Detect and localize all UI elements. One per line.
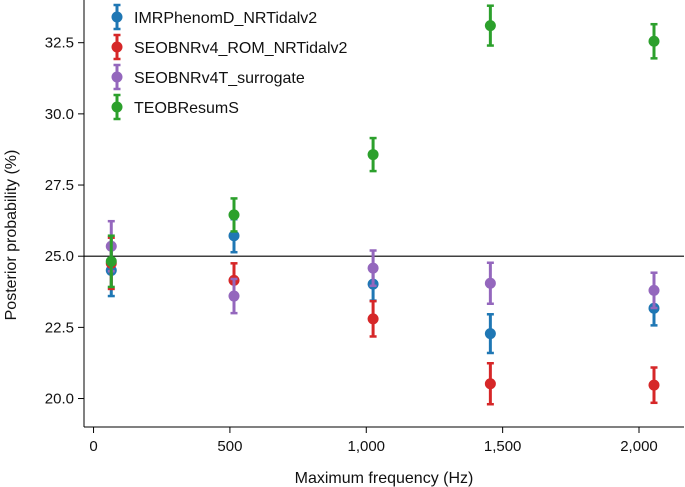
data-point xyxy=(484,20,496,32)
y-tick-label: 22.5 xyxy=(45,319,74,336)
legend-marker xyxy=(111,41,123,53)
legend-label: IMRPhenomD_NRTidalv2 xyxy=(134,10,317,27)
x-tick-label: 1,500 xyxy=(484,438,522,455)
data-point xyxy=(228,209,240,221)
legend-entry: SEOBNRv4T_surrogate xyxy=(111,63,305,91)
series-group xyxy=(105,217,660,355)
x-tick-label: 2,000 xyxy=(620,438,658,455)
data-point xyxy=(367,149,379,161)
series-group xyxy=(105,4,660,289)
series-group xyxy=(105,236,660,406)
x-tick-label: 0 xyxy=(89,438,97,455)
legend-entry: IMRPhenomD_NRTidalv2 xyxy=(111,3,317,31)
y-axis-title: Posterior probability (%) xyxy=(3,150,20,321)
series-group xyxy=(105,219,660,315)
legend-entry: SEOBNRv4_ROM_NRTidalv2 xyxy=(111,33,348,61)
data-point xyxy=(648,35,660,47)
data-point xyxy=(484,277,496,289)
data-point xyxy=(648,379,660,391)
y-tick-label: 27.5 xyxy=(45,177,74,194)
axes-layer: 20.0 22.5 25.0 27.5 30.0 32.5 0 500 1,000 1,500 2,… xyxy=(45,0,684,455)
legend-marker xyxy=(111,101,123,113)
marks-layer xyxy=(105,4,660,406)
data-point xyxy=(105,255,117,267)
data-point xyxy=(367,313,379,325)
legend-marker xyxy=(111,11,123,23)
data-point xyxy=(648,284,660,296)
data-point xyxy=(484,378,496,390)
legend-entry: TEOBResumS xyxy=(111,93,239,121)
x-tick-label: 500 xyxy=(217,438,242,455)
legend-label: SEOBNRv4T_surrogate xyxy=(134,70,305,87)
y-tick-label: 30.0 xyxy=(45,106,74,123)
x-axis-title: Maximum frequency (Hz) xyxy=(295,470,474,487)
data-point xyxy=(228,230,240,242)
y-tick-label: 25.0 xyxy=(45,248,74,265)
y-tick-label: 32.5 xyxy=(45,35,74,52)
legend-marker xyxy=(111,71,123,83)
data-point xyxy=(367,262,379,274)
legend: IMRPhenomD_NRTidalv2 SEOBNRv4_ROM_NRTidal… xyxy=(111,3,348,121)
data-point xyxy=(228,290,240,302)
legend-label: SEOBNRv4_ROM_NRTidalv2 xyxy=(134,40,348,57)
x-tick-label: 1,000 xyxy=(347,438,385,455)
y-tick-label: 20.0 xyxy=(45,391,74,408)
legend-label: TEOBResumS xyxy=(134,100,239,117)
data-point xyxy=(484,328,496,340)
